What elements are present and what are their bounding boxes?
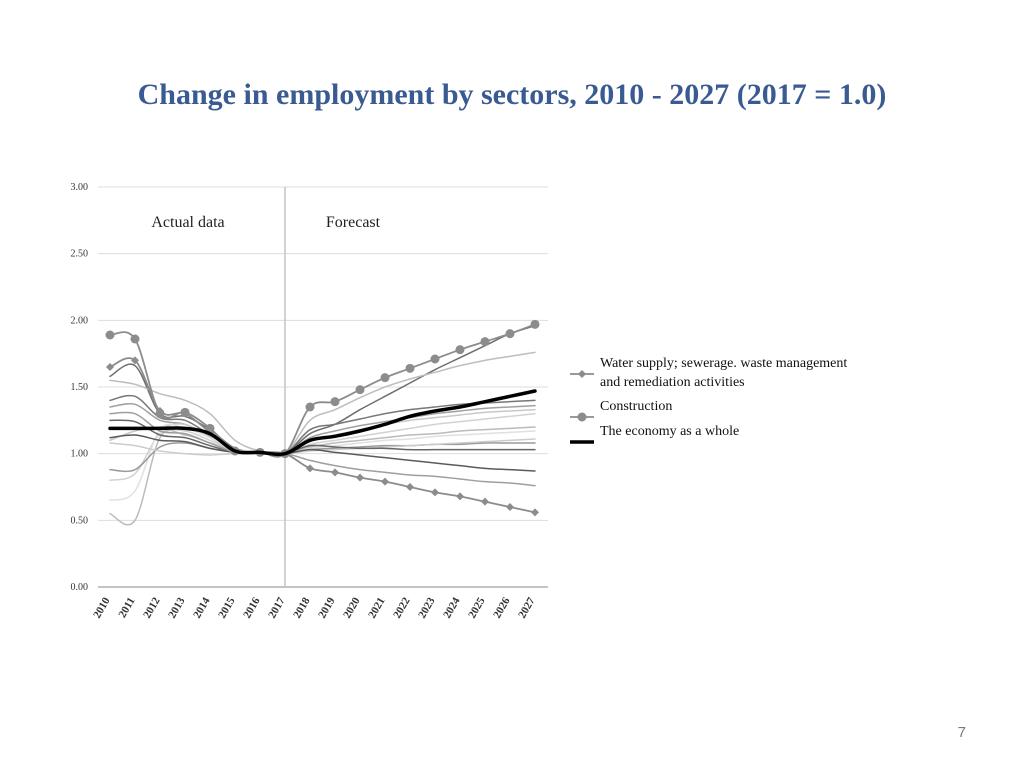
x-tick-label: 2017 bbox=[266, 595, 288, 620]
data-point bbox=[431, 488, 439, 497]
y-tick-label: 0.50 bbox=[71, 515, 89, 526]
grid bbox=[98, 186, 548, 588]
x-tick-label: 2014 bbox=[191, 595, 213, 620]
x-tick-label: 2022 bbox=[391, 595, 413, 620]
series-line bbox=[108, 389, 537, 457]
legend-label: and remediation activities bbox=[600, 375, 745, 390]
legend-item: Water supply; sewerage. waste management… bbox=[570, 356, 847, 390]
series-line bbox=[109, 357, 536, 514]
data-point bbox=[480, 337, 490, 347]
x-tick-label: 2023 bbox=[416, 595, 438, 620]
data-point bbox=[205, 423, 215, 433]
data-point bbox=[305, 402, 315, 412]
data-point bbox=[105, 330, 115, 340]
series-line bbox=[109, 423, 536, 502]
data-point bbox=[355, 385, 365, 395]
data-point bbox=[406, 483, 414, 491]
series-s4 bbox=[109, 351, 536, 457]
series-the-economy-as-a-whole bbox=[108, 389, 537, 457]
series-group bbox=[105, 319, 540, 526]
data-point bbox=[380, 373, 390, 383]
series-s14 bbox=[109, 434, 536, 472]
data-point bbox=[131, 356, 139, 365]
data-point bbox=[456, 492, 464, 501]
x-tick-label: 2024 bbox=[441, 595, 463, 620]
series-s5 bbox=[109, 394, 536, 456]
data-point bbox=[530, 319, 540, 329]
data-point bbox=[531, 508, 539, 517]
x-tick-label: 2027 bbox=[516, 595, 538, 620]
series-s15 bbox=[109, 411, 536, 487]
x-tick-label: 2010 bbox=[91, 595, 113, 620]
series-line bbox=[109, 394, 536, 456]
data-point bbox=[405, 363, 415, 373]
series-line bbox=[109, 434, 536, 472]
y-tick-label: 3.00 bbox=[71, 182, 89, 193]
data-point bbox=[330, 397, 340, 407]
data-point bbox=[130, 334, 140, 344]
series-line bbox=[109, 351, 536, 457]
data-point bbox=[331, 468, 339, 477]
data-point bbox=[506, 503, 514, 511]
legend-item: The economy as a whole bbox=[570, 424, 739, 444]
data-point bbox=[356, 473, 364, 482]
series-construction bbox=[105, 319, 540, 459]
x-tick-label: 2025 bbox=[466, 595, 488, 620]
y-tick-label: 1.00 bbox=[71, 449, 89, 460]
x-tick-label: 2019 bbox=[316, 595, 338, 620]
data-point bbox=[578, 370, 586, 378]
y-tick-label: 2.00 bbox=[71, 315, 89, 326]
x-axis-tick-labels: 2010 2011 2012 2013 2014 2015 2016 2017 2018 2019… bbox=[91, 595, 538, 620]
legend-label: Construction bbox=[600, 399, 672, 414]
legend: Water supply; sewerage. waste management… bbox=[570, 356, 847, 444]
legend-label: Water supply; sewerage. waste management bbox=[600, 356, 847, 371]
data-point bbox=[106, 363, 114, 371]
x-tick-label: 2016 bbox=[241, 595, 263, 620]
data-point bbox=[455, 345, 465, 355]
series-line bbox=[109, 419, 536, 456]
x-tick-label: 2020 bbox=[341, 595, 363, 620]
page-number: 7 bbox=[957, 724, 966, 741]
series-line bbox=[109, 411, 536, 487]
x-tick-label: 2021 bbox=[366, 596, 387, 621]
x-tick-label: 2013 bbox=[166, 595, 188, 620]
y-axis-tick-labels: 0.00 0.50 1.00 1.50 2.00 2.50 3.00 bbox=[71, 182, 89, 593]
data-point bbox=[481, 497, 489, 506]
x-tick-label: 2011 bbox=[117, 596, 138, 621]
series-s13 bbox=[109, 419, 536, 456]
data-point bbox=[430, 354, 440, 364]
series-s8 bbox=[109, 412, 536, 482]
series-s10 bbox=[109, 423, 536, 502]
data-point bbox=[577, 412, 587, 422]
series-s11 bbox=[109, 442, 536, 473]
actual-data-annotation: Actual data bbox=[151, 214, 224, 231]
series-line bbox=[109, 412, 536, 482]
data-point bbox=[381, 477, 389, 486]
data-point bbox=[155, 409, 165, 419]
data-point bbox=[306, 464, 314, 473]
x-tick-label: 2012 bbox=[141, 595, 163, 620]
y-tick-label: 0.00 bbox=[71, 582, 89, 593]
legend-item: Construction bbox=[570, 399, 672, 422]
y-tick-label: 2.50 bbox=[71, 249, 89, 260]
legend-label: The economy as a whole bbox=[600, 424, 739, 439]
x-tick-label: 2015 bbox=[216, 595, 238, 620]
forecast-annotation: Forecast bbox=[326, 214, 381, 231]
y-tick-label: 1.50 bbox=[71, 382, 89, 393]
page-title: Change in employment by sectors, 2010 - … bbox=[137, 78, 887, 111]
x-tick-label: 2018 bbox=[291, 595, 313, 620]
data-point bbox=[505, 329, 515, 339]
x-tick-label: 2026 bbox=[491, 595, 513, 620]
data-point bbox=[180, 407, 190, 417]
series-line bbox=[109, 442, 536, 473]
